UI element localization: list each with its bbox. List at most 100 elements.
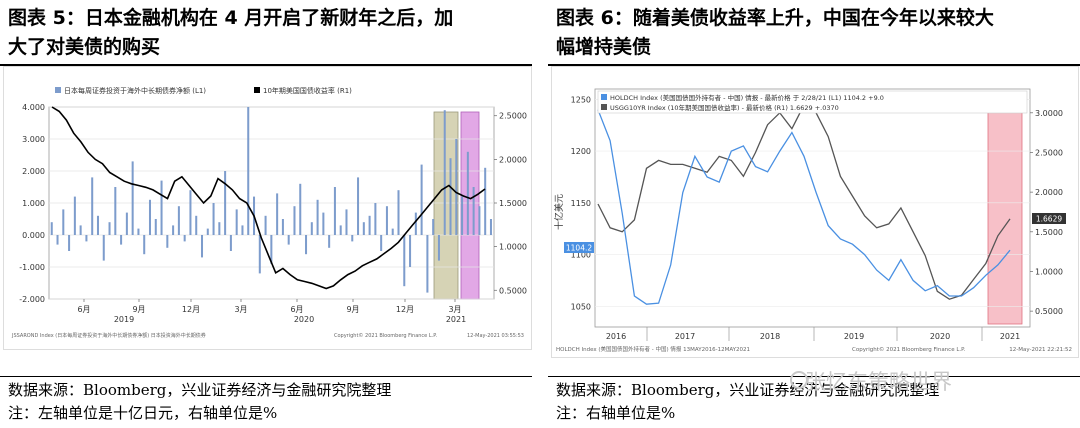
y-right-tick-label: 0.5000 [1035,307,1063,316]
bar [293,206,296,235]
y-right-tick-label: 0.5000 [499,286,527,295]
y-left-tick-label: 3.000 [22,135,45,144]
bar [420,164,423,235]
legend-swatch-line [254,87,260,93]
bar [432,219,435,235]
bar [235,209,238,235]
bar [362,222,365,235]
bar [160,180,163,235]
x-tick-label: 6月 [290,305,303,314]
x-year-label: 2019 [114,315,134,324]
bar [305,235,308,255]
bar [206,228,209,235]
figure5-note: 注：左轴单位是十亿日元，右轴单位是% [8,404,278,422]
x-year-label: 2020 [294,315,314,324]
bar [166,235,169,248]
bar [224,171,227,235]
bar [351,235,354,242]
footer-left: JSSAROND Index (日本每周证券投资于海外中长期债券净额) 日本投资… [11,332,206,339]
footer-copyright: Copyright© 2021 Bloomberg Finance L.P. [334,332,437,339]
bar [455,139,458,235]
watermark: 张忆东策略世界 [805,370,952,394]
bar [449,158,452,235]
bar [339,225,342,235]
highlight-band-olive [433,111,459,300]
value-tag-left: 1104.2 [566,244,592,253]
bar [391,228,394,235]
highlight-band-pink [987,91,1023,325]
bar [258,235,261,274]
x-year-label: 2021 [446,315,466,324]
highlight-band-pink [460,111,480,300]
figure6-source: 数据来源：Bloomberg，兴业证券经济与金融研究院整理 [556,381,940,399]
series-line [51,106,486,290]
bar [108,222,111,235]
legend-line-label: 10年期美国国债收益率 (R1) [263,86,352,95]
bar [380,235,383,251]
bar [73,196,76,235]
figure5-top-rule [0,64,532,66]
x-year-label: 2018 [760,332,780,341]
bar [131,161,134,235]
figure6-note: 注：右轴单位是% [556,404,676,422]
x-tick-label: 3月 [448,305,461,314]
footer-left: HOLDCH Index (美国国债国外持有者 - 中国) 情报 13MAY20… [556,345,750,353]
bar [79,225,82,235]
bar [189,190,192,235]
x-tick-label: 9月 [132,305,145,314]
y-right-tick-label: 2.5000 [1035,148,1063,157]
legend-box [597,90,1028,114]
bar [316,199,319,235]
bar [195,215,198,235]
y-right-tick-label: 1.0000 [1035,267,1063,276]
y-left-tick-label: 1150 [571,199,591,208]
y-left-tick-label: 0.000 [22,231,45,240]
bar [461,196,464,235]
x-year-label: 2020 [930,332,950,341]
bar [120,235,123,245]
bar [50,222,53,235]
wechat-icon [790,371,808,389]
bar [96,215,99,235]
bar [137,228,140,235]
y-left-tick-label: 1050 [571,302,591,311]
legend-swatch-holdch [601,94,607,100]
y-right-tick-label: 2.5000 [499,112,527,121]
series-line-holdch [597,109,1011,305]
bar [322,212,325,235]
bar [409,235,412,267]
x-tick-label: 6月 [77,305,90,314]
bar [299,183,302,235]
figure5-chart: 4.000 3.000 2.000 1.000 0.000 -1.000 -2.000 2.5… [11,86,527,339]
legend-usgg-label: USGG10YR Index (10年期美国国债收益率) - 最新价格 (R1)… [610,103,839,112]
y-left-tick-label: 1.000 [22,199,45,208]
bar [374,203,377,235]
figure5-source: 数据来源：Bloomberg，兴业证券经济与金融研究院整理 [8,381,392,399]
bar [247,107,250,235]
y-right-tick-label: 1.0000 [499,243,527,252]
y-left-tick-label: 1250 [571,95,591,104]
value-tag-left-bg [564,242,594,253]
figure6-chart: 1250 1200 1150 1100 1050 3.0000 2.5000 2.0000 1.… [553,88,1072,353]
figure5-title-line2: 大了对美债的购买 [8,36,161,58]
bar [264,215,267,235]
figure6-title-line2: 幅增持美债 [556,36,652,58]
figure5-chart-panel: 4.000 3.000 2.000 1.000 0.000 -1.000 -2.000 2.5… [3,66,532,350]
bar [368,215,371,235]
bar [276,193,279,235]
y-left-tick-label: -1.000 [19,263,45,272]
x-tick-label: 12月 [182,305,200,314]
bar [426,235,429,293]
bar [172,225,175,235]
bar [270,235,273,264]
x-year-label: 2017 [675,332,695,341]
bar [68,235,71,251]
legend-bar-label: 日本每周证券投资于海外中长期债券净额 (L1) [64,86,206,95]
figure5-bottom-rule [0,376,532,377]
bar [472,187,475,235]
bar [489,219,492,235]
bar [403,235,406,287]
x-year-label: 2021 [1000,332,1020,341]
bar [437,235,440,261]
y-right-tick-label: 2.0000 [1035,188,1063,197]
